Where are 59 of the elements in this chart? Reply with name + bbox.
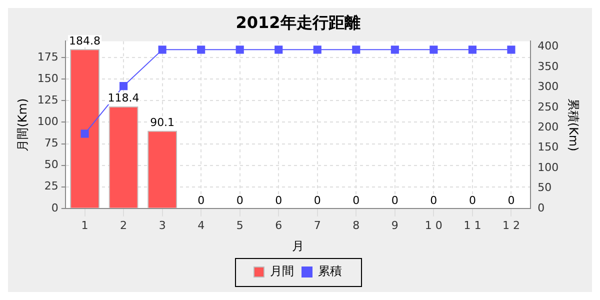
data-label: 0 <box>352 194 360 207</box>
y-tick-label: 75 <box>44 136 58 150</box>
x-tick-label: 9 <box>391 218 398 232</box>
data-label: 184.8 <box>69 34 101 48</box>
y-tick-label: 150 <box>37 72 58 85</box>
x-tick-label: 1 0 <box>424 218 442 232</box>
point <box>468 46 476 54</box>
y2-tick-label: 250 <box>538 100 559 114</box>
data-label: 0 <box>391 194 398 207</box>
x-tick-label: 1 2 <box>502 218 520 232</box>
y2-tick-label: 100 <box>538 160 559 174</box>
y2-tick-label: 350 <box>538 60 559 73</box>
x-tick-label: 8 <box>352 218 360 232</box>
x-tick-label: 7 <box>314 218 321 232</box>
y2-axis-title: 累積(Km) <box>566 98 581 152</box>
data-label: 118.4 <box>108 92 140 105</box>
x-tick-label: 4 <box>198 218 205 232</box>
y2-tick-label: 200 <box>538 120 559 134</box>
point <box>390 46 399 54</box>
data-label: 0 <box>430 194 438 207</box>
point <box>430 46 438 54</box>
y-tick-label: 50 <box>44 158 58 172</box>
point <box>120 82 128 90</box>
y2-tick-label: 400 <box>538 40 559 53</box>
data-label: 0 <box>508 194 515 207</box>
x-tick-label: 6 <box>275 218 282 232</box>
point <box>158 46 166 54</box>
x-tick-label: 3 <box>158 218 166 232</box>
chart-title: 2012年走行距離 <box>236 12 360 32</box>
y-tick-label: 25 <box>44 180 58 193</box>
data-label: 0 <box>314 194 321 207</box>
data-label: 0 <box>275 194 282 207</box>
point <box>274 46 283 54</box>
y2-tick-label: 150 <box>538 140 559 154</box>
x-axis-title: 月 <box>292 238 304 253</box>
data-label: 0 <box>198 194 205 207</box>
y-tick-label: 175 <box>37 50 58 64</box>
x-tick-label: 1 <box>81 218 88 232</box>
y-tick-label: 100 <box>37 115 58 128</box>
point <box>236 46 244 54</box>
data-label: 0 <box>236 194 244 207</box>
y2-tick-label: 50 <box>538 181 552 194</box>
x-tick-label: 1 1 <box>464 218 482 232</box>
point <box>352 46 360 54</box>
legend-label: 累積 <box>318 264 342 278</box>
x-tick-label: 5 <box>236 218 244 232</box>
data-label: 90.1 <box>150 116 175 130</box>
point <box>313 46 322 54</box>
data-label: 0 <box>468 194 476 207</box>
y-tick-label: 125 <box>37 94 58 107</box>
x-tick-label: 2 <box>120 218 128 232</box>
point <box>80 130 89 138</box>
legend-label: 月間 <box>270 264 294 278</box>
y2-tick-label: 300 <box>538 80 559 94</box>
y-tick-label: 0 <box>51 201 58 214</box>
y-axis-title: 月間(Km) <box>15 98 30 152</box>
point <box>197 46 206 54</box>
y2-tick-label: 0 <box>538 201 545 214</box>
point <box>507 46 516 54</box>
